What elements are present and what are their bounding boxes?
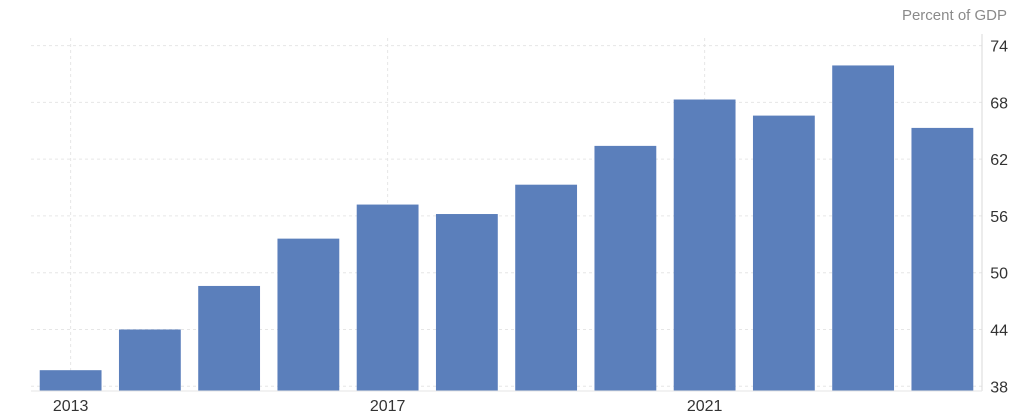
x-tick-label-2013: 2013 [53,398,89,415]
y-tick-label-38: 38 [990,379,1008,396]
x-axis-ticks: 2013 2017 2021 [53,398,723,415]
y-tick-label-50: 50 [990,266,1008,283]
y-tick-label-44: 44 [990,322,1008,339]
bar-2015 [198,285,261,391]
bar-2023 [832,65,895,391]
bar-2021 [673,99,736,392]
bar-2017 [356,204,419,391]
bar-2022 [752,115,815,392]
y-tick-label-68: 68 [990,95,1008,112]
y-axis-ticks: 38 44 50 56 62 68 74 [990,39,1008,397]
x-tick-label-2021: 2021 [687,398,723,415]
y-tick-label-62: 62 [990,152,1008,169]
bar-2018 [435,214,498,391]
bar-2014 [118,329,181,391]
bar-2020 [594,145,657,391]
axes [31,34,983,392]
x-tick-label-2017: 2017 [370,398,406,415]
bar-2019 [515,184,578,391]
bar-series [39,65,974,392]
bar-2024 [911,127,974,392]
y-tick-label-56: 56 [990,209,1008,226]
bar-2016 [277,238,340,391]
y-tick-label-74: 74 [990,39,1008,56]
bar-2013 [39,370,102,391]
unit-label: Percent of GDP [901,7,1007,24]
